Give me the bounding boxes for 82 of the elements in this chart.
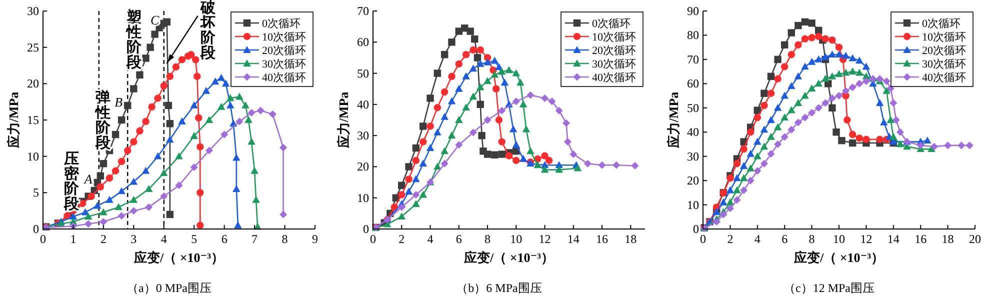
legend-label: 30次循环 — [922, 58, 966, 70]
x-tick-label: 18 — [624, 232, 637, 246]
legend-label: 40次循环 — [922, 72, 966, 84]
y-tick-label: 5 — [33, 186, 39, 200]
annotation: 破坏阶段 — [199, 0, 216, 62]
text: （b）6 MPa围压 — [456, 281, 542, 295]
x-tick-label: 2 — [100, 232, 106, 246]
y-axis-title: 应力/MPa — [666, 91, 681, 150]
y-tick-label: 0 — [33, 222, 39, 236]
y-tick-label: 10 — [687, 198, 699, 212]
x-tick-label: 7 — [252, 232, 258, 246]
legend-label: 0次循环 — [262, 18, 300, 30]
x-tick-label: 4 — [427, 232, 434, 246]
legend-label: 0次循环 — [922, 18, 960, 30]
y-tick-label: 70 — [687, 52, 699, 66]
text: （c）12 MPa围压 — [784, 281, 874, 295]
y-tick-label: 0 — [363, 222, 369, 236]
y-axis-title: 应力/MPa — [336, 91, 351, 150]
x-tick-label: 14 — [567, 232, 580, 246]
x-tick-label: 12 — [538, 232, 551, 246]
y-tick-label: 90 — [687, 4, 699, 18]
annotation: B — [114, 94, 123, 110]
x-tick-label: 12 — [860, 232, 872, 246]
x-axis-title: 应变/（ ×10⁻³） — [132, 250, 224, 265]
x-tick-label: 6 — [782, 232, 788, 246]
y-tick-label: 40 — [687, 125, 699, 140]
x-axis-title: 应变/（ ×10⁻³） — [792, 250, 884, 265]
x-tick-label: 1 — [70, 232, 76, 246]
text: （a）0 MPa围压 — [126, 281, 212, 295]
y-tick-label: 20 — [357, 160, 369, 174]
y-tick-label: 20 — [27, 76, 39, 91]
x-tick-label: 14 — [887, 232, 900, 246]
y-tick-label: 80 — [687, 28, 699, 42]
x-tick-label: 8 — [282, 232, 288, 246]
annotation: A — [83, 171, 92, 186]
y-tick-label: 30 — [27, 4, 39, 18]
y-tick-label: 60 — [357, 35, 369, 50]
annotation: 压密阶段 — [63, 152, 80, 213]
x-tick-label: 4 — [754, 232, 760, 246]
legend-label: 30次循环 — [262, 58, 306, 70]
legend-label: 0次循环 — [592, 18, 630, 30]
x-tick-label: 16 — [914, 232, 927, 246]
x-tick-label: 6 — [456, 232, 462, 246]
x-tick-label: 2 — [398, 232, 405, 246]
y-tick-label: 50 — [687, 100, 699, 115]
y-tick-label: 40 — [357, 97, 369, 112]
y-tick-label: 50 — [357, 66, 369, 80]
legend-label: 30次循环 — [592, 58, 636, 70]
y-tick-label: 20 — [687, 174, 699, 188]
x-tick-label: 18 — [942, 232, 954, 246]
legend-label: 20次循环 — [262, 45, 306, 57]
y-axis-title: 应力/MPa — [6, 91, 21, 150]
x-tick-label: 5 — [191, 232, 198, 246]
x-tick-label: 10 — [510, 232, 522, 246]
legend-label: 10次循环 — [262, 32, 306, 44]
x-axis-title: 应变/（ ×10⁻³） — [462, 250, 554, 265]
annotation: C — [150, 12, 160, 28]
x-tick-label: 8 — [484, 232, 491, 246]
y-tick-label: 30 — [357, 128, 369, 143]
x-tick-label: 9 — [312, 232, 318, 246]
x-tick-label: 16 — [596, 232, 608, 246]
x-tick-label: 8 — [808, 232, 815, 246]
x-tick-label: 2 — [727, 232, 734, 246]
y-tick-label: 10 — [357, 190, 369, 205]
y-tick-label: 30 — [687, 149, 699, 164]
legend-label: 10次循环 — [922, 32, 966, 44]
y-tick-label: 25 — [27, 40, 39, 54]
y-tick-label: 70 — [357, 4, 369, 18]
legend-label: 40次循环 — [262, 72, 306, 84]
legend-label: 40次循环 — [592, 72, 636, 84]
x-tick-label: 3 — [130, 232, 137, 246]
legend-label: 20次循环 — [592, 45, 636, 57]
x-tick-label: 4 — [160, 232, 167, 246]
y-tick-label: 0 — [693, 222, 699, 236]
y-tick-label: 15 — [27, 113, 39, 127]
legend-label: 10次循环 — [592, 32, 636, 44]
x-tick-label: 20 — [969, 232, 981, 246]
legend-label: 20次循环 — [922, 45, 966, 57]
y-tick-label: 60 — [687, 76, 699, 91]
x-tick-label: 10 — [833, 232, 845, 246]
x-tick-label: 6 — [221, 232, 228, 246]
y-tick-label: 10 — [27, 149, 39, 164]
